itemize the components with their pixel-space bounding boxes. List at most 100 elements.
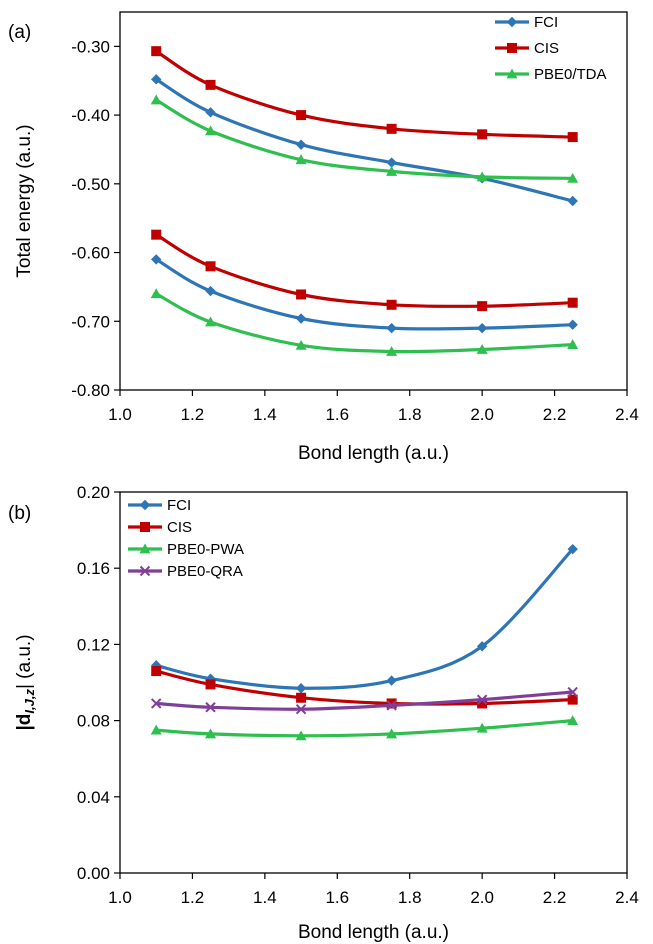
legend-label: FCI [167,497,191,514]
data-point [295,339,307,350]
panel-a-x-axis-label: Bond length (a.u.) [298,443,449,464]
data-point [386,299,397,310]
data-point [151,254,162,265]
panel-a-y-tick-label: -0.40 [71,106,110,125]
panel-b-y-axis-label-main: |d [14,714,35,731]
panel-b-x-tick-label: 1.6 [325,888,349,907]
legend-swatch-marker [139,499,151,511]
panel-b-legend: FCI CIS PBE0-PWA PBE0-QRA [128,497,244,580]
data-point [205,316,217,327]
data-point [567,195,578,207]
data-point [386,346,398,356]
panel-a-label: (a) [8,22,31,43]
data-point [205,107,216,118]
data-point [151,698,162,709]
legend-item: FCI [128,497,191,514]
data-point [476,171,488,182]
data-point [477,129,488,140]
panel-a-series-fci-0 [151,74,578,207]
data-point [476,343,488,354]
panel-a-series-fci-3 [151,254,578,334]
series-line [155,669,573,706]
panel-b-y-tick-label: 0.16 [77,559,110,578]
data-point [476,722,488,733]
panel-b-x-tick-label: 2.4 [615,888,639,907]
series-line [155,49,573,139]
data-point [205,79,216,90]
panel-b-series-cis-1 [151,666,578,709]
panel-b-y-tick-label: 0.00 [77,864,110,883]
legend-item: FCI [495,14,558,31]
data-point [205,728,217,739]
data-point [296,110,307,121]
panel-b-x-tick-label: 2.2 [543,888,567,907]
legend-label: PBE0-QRA [167,563,243,580]
panel-b-label: (b) [8,503,31,524]
legend-swatch-marker [506,68,518,79]
legend-swatch-marker [140,522,150,532]
data-point [386,698,397,709]
data-point [295,683,307,694]
panel-b-x-tick-label: 1.2 [181,888,205,907]
panel-b-y-tick-label: 0.12 [77,635,110,654]
series-line [156,690,573,711]
data-point [205,261,216,272]
panel-a: -0.30 -0.40 -0.50 -0.60 -0.70 -0.80 1.0 1.2 1.4 1… [8,11,639,464]
legend-swatch-marker [506,16,518,28]
data-point [150,288,162,299]
data-point [477,698,488,709]
data-point [567,319,578,330]
data-point [386,157,397,168]
panel-b-y-axis-label-sub: I,J,z [22,689,37,714]
legend-swatch-marker [139,543,151,554]
data-point [296,289,307,300]
panel-a-y-tick-label: -0.60 [71,244,110,263]
legend-swatch-marker [139,565,151,577]
data-point [476,641,488,652]
series-line [155,98,573,180]
series-line [156,719,573,738]
panel-b-plot-frame [119,491,628,874]
legend-label: CIS [167,519,192,536]
data-point [567,694,578,705]
data-point [386,700,397,711]
data-point [477,301,488,312]
data-point [567,543,578,555]
data-point [151,229,162,240]
panel-b: 0.00 0.04 0.08 0.12 0.16 0.20 1.0 1.2 1.4 1.6 1.8 2… [8,483,639,943]
series-line [155,78,574,203]
panel-b-x-tick-label: 2.0 [470,888,494,907]
legend-label: PBE0-PWA [167,541,244,558]
data-point [567,339,579,350]
data-point [151,660,162,671]
data-point [476,322,488,334]
panel-a-y-tick-label: -0.70 [71,312,110,331]
panel-a-x-tick-label: 1.2 [181,405,205,424]
data-point [295,313,307,324]
panel-b-y-axis-label: |dI,J,z| (a.u.) [14,634,37,730]
panel-a-y-tick-label: -0.80 [71,381,110,400]
data-point [205,679,216,690]
data-point [150,94,162,105]
data-point [386,728,398,739]
panel-b-y-tick-label: 0.20 [77,483,110,502]
panel-a-x-tick-label: 2.2 [543,405,567,424]
legend-label: PBE0/TDA [534,66,607,83]
data-point [205,285,216,297]
legend-item: PBE0/TDA [495,66,607,83]
legend-item: CIS [495,40,559,57]
panel-a-x-tick-label: 2.4 [615,405,639,424]
panel-b-x-axis-label: Bond length (a.u.) [298,922,449,943]
panel-a-x-tick-label: 1.0 [108,405,132,424]
panel-b-y-tick-label: 0.04 [77,788,110,807]
panel-b-series-pbe0-qra-3 [151,686,578,715]
data-point [151,46,162,57]
panel-a-legend: FCI CIS PBE0/TDA [495,14,607,83]
data-point [567,297,578,308]
panel-b-x-tick-label: 1.8 [398,888,422,907]
data-point [295,703,307,715]
data-point [150,724,162,735]
data-point [151,74,162,85]
legend-item: PBE0-QRA [128,563,243,580]
